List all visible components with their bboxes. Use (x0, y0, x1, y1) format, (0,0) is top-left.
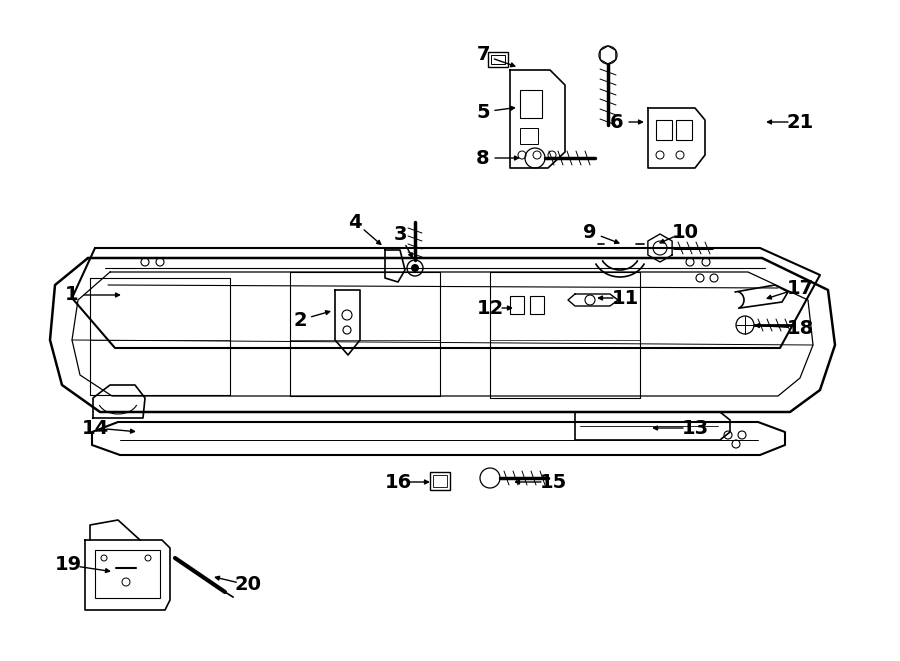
Text: 18: 18 (787, 319, 814, 338)
Text: 13: 13 (681, 418, 708, 438)
Bar (656, 120, 672, 140)
Text: 2: 2 (293, 311, 307, 329)
Bar (433, 475, 447, 487)
Bar (676, 120, 692, 140)
Text: 21: 21 (787, 112, 814, 132)
Bar (95, 550, 160, 598)
Bar (491, 55, 505, 64)
Text: 11: 11 (611, 288, 639, 307)
Bar (510, 296, 524, 314)
Text: 9: 9 (583, 223, 597, 241)
Bar (520, 90, 542, 118)
Text: 6: 6 (610, 112, 624, 132)
Text: 19: 19 (54, 555, 82, 574)
Text: 16: 16 (384, 473, 411, 492)
Text: 5: 5 (476, 102, 490, 122)
Text: 17: 17 (787, 278, 814, 297)
Text: 3: 3 (393, 225, 407, 245)
Text: 14: 14 (81, 418, 109, 438)
Text: 20: 20 (235, 576, 262, 594)
Circle shape (411, 264, 419, 272)
Bar (530, 296, 544, 314)
Text: 8: 8 (476, 149, 490, 167)
Bar (488, 52, 508, 67)
Bar (520, 128, 538, 144)
Bar (430, 472, 450, 490)
Text: 10: 10 (671, 223, 698, 241)
Text: 7: 7 (476, 46, 490, 65)
Text: 15: 15 (539, 473, 567, 492)
Text: 12: 12 (476, 299, 504, 317)
Text: 4: 4 (348, 212, 362, 231)
Text: 1: 1 (65, 286, 79, 305)
